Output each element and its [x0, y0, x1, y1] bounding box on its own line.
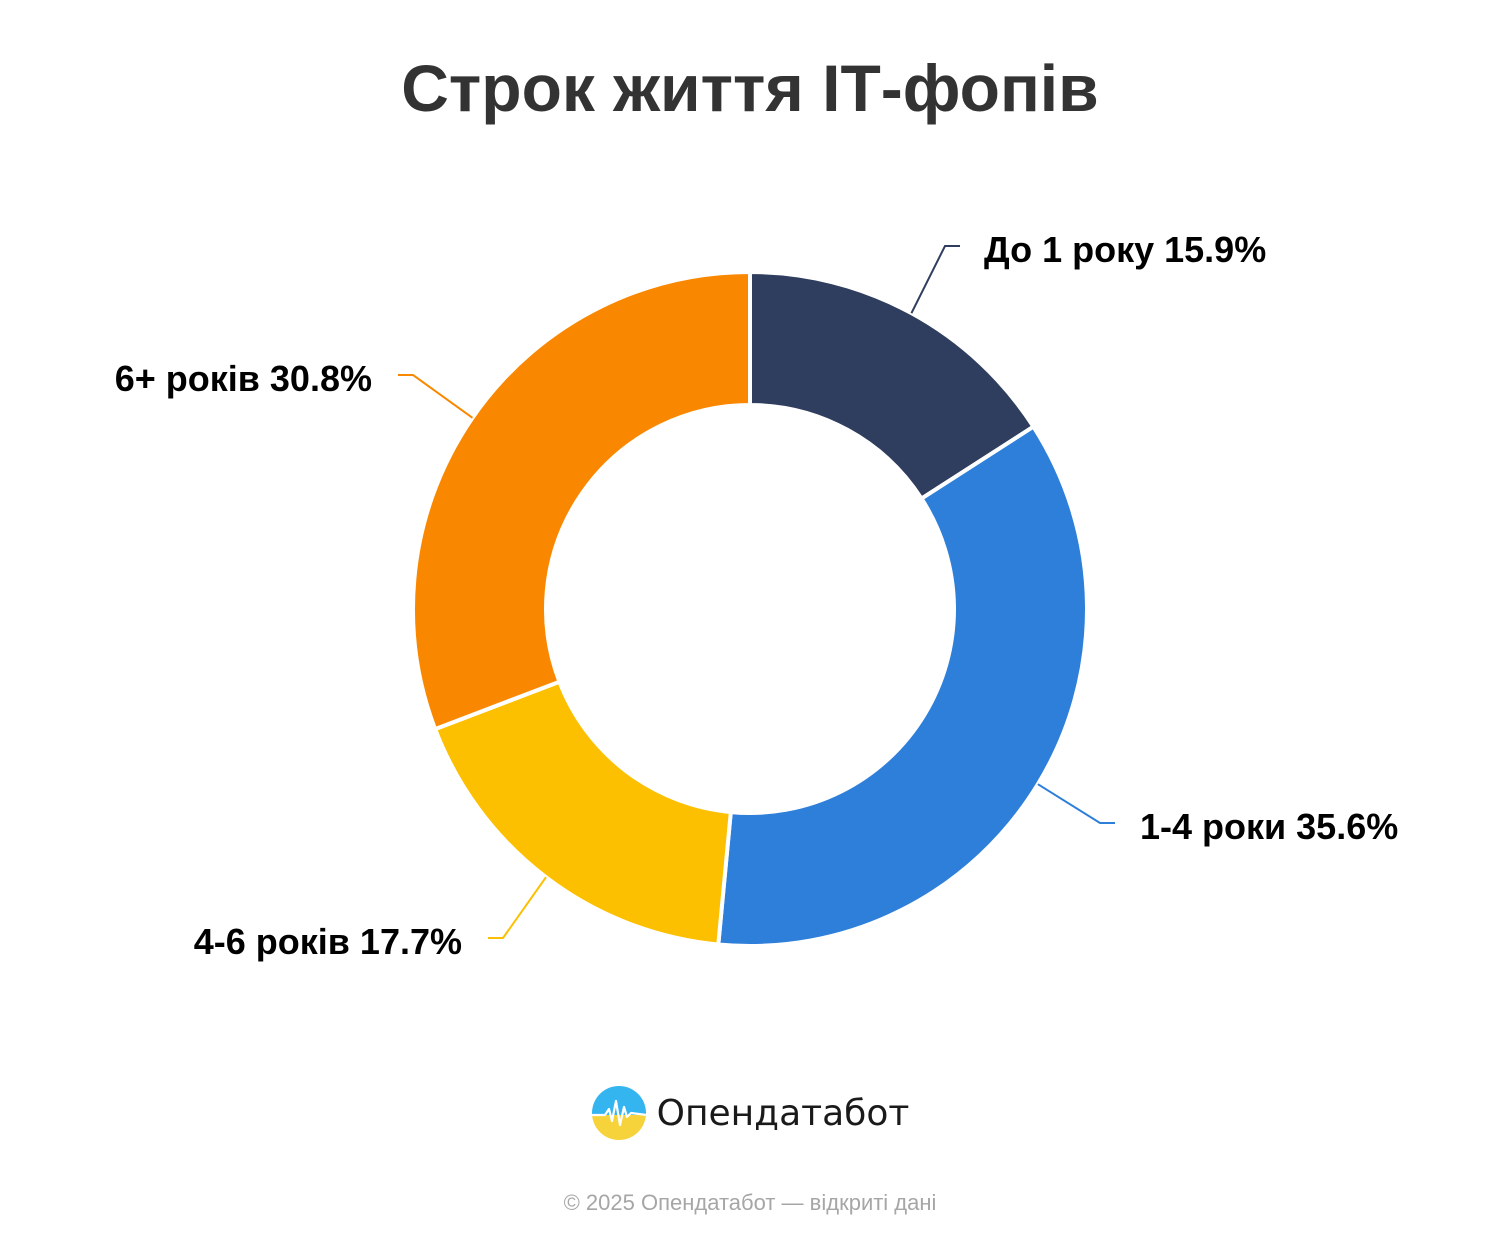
donut-slice [716, 424, 1089, 948]
slice-labels: До 1 року 15.9% 1-4 роки 35.6% 4-6 років 1… [115, 229, 1399, 962]
brand-name: Опендатабот [656, 1092, 910, 1134]
donut-slice [748, 270, 1036, 501]
donut-slice [433, 679, 733, 947]
slice-label: 4-6 років 17.7% [194, 921, 462, 962]
opendatabot-logo-icon [591, 1086, 646, 1140]
slice-label: 1-4 роки 35.6% [1140, 806, 1398, 847]
leader-line [1037, 783, 1115, 824]
brand: Опендатабот [0, 1085, 1500, 1141]
slice-label: 6+ років 30.8% [115, 358, 372, 399]
leader-line [488, 876, 547, 939]
leader-lines [398, 245, 1115, 939]
leader-line [910, 245, 960, 314]
chart-title: Строк життя ІТ-фопів [401, 51, 1099, 125]
donut-slice [411, 270, 752, 732]
donut-slices [411, 270, 1089, 948]
footer-copyright: © 2025 Опендатабот — відкриті дані [563, 1190, 937, 1215]
slice-label: До 1 року 15.9% [984, 229, 1266, 270]
leader-line [398, 374, 474, 419]
